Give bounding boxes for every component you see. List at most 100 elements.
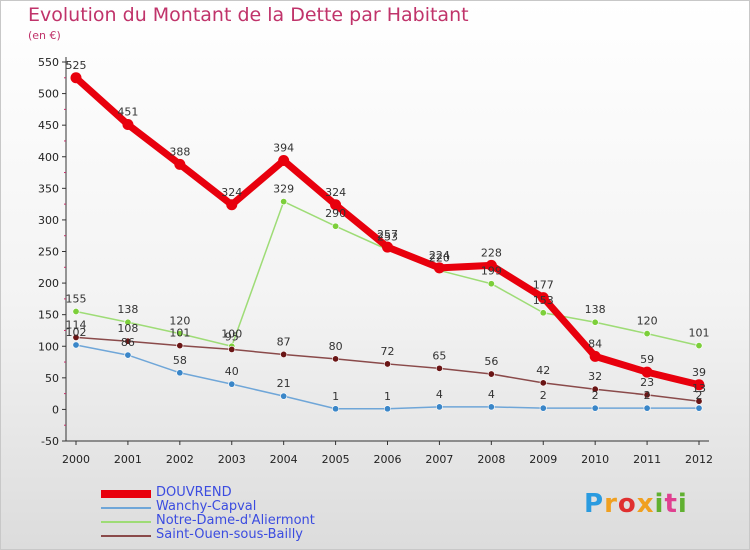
data-point <box>591 385 599 393</box>
data-point <box>278 155 290 167</box>
data-point <box>176 342 184 350</box>
data-point <box>226 199 238 211</box>
data-point <box>70 72 82 84</box>
data-label: 220 <box>429 251 450 264</box>
logo-letter: i <box>654 489 665 519</box>
data-point <box>72 341 80 349</box>
logo-letter: x <box>636 489 655 519</box>
logo-letter: P <box>584 489 605 519</box>
data-label: 451 <box>117 106 138 119</box>
x-tick-label: 2003 <box>218 453 246 466</box>
y-tick-label: -50 <box>41 435 59 448</box>
legend-label: DOUVREND <box>156 485 232 500</box>
legend-label: Notre-Dame-d'Aliermont <box>156 513 315 528</box>
y-tick-label: 350 <box>38 182 59 195</box>
data-label: 23 <box>640 376 654 389</box>
data-point <box>693 379 705 391</box>
data-point <box>124 318 132 326</box>
data-label: 2 <box>696 389 703 402</box>
data-label: 2 <box>592 389 599 402</box>
legend-swatch <box>101 507 151 509</box>
logo-letter: o <box>617 489 637 519</box>
data-point <box>487 403 495 411</box>
data-label: 394 <box>273 142 294 155</box>
data-point <box>485 259 497 271</box>
data-point <box>695 397 703 405</box>
data-point <box>487 370 495 378</box>
data-label: 324 <box>221 186 242 199</box>
data-point <box>122 119 134 131</box>
data-point <box>487 280 495 288</box>
y-tick-label: 300 <box>38 214 59 227</box>
data-point <box>176 330 184 338</box>
data-label: 101 <box>169 327 190 340</box>
legend-swatch <box>101 521 151 523</box>
data-label: 80 <box>329 340 343 353</box>
data-label: 177 <box>533 279 554 292</box>
data-point <box>537 292 549 304</box>
chart-subtitle: (en €) <box>28 29 61 42</box>
y-tick-label: 250 <box>38 246 59 259</box>
data-label: 58 <box>173 354 187 367</box>
data-label: 102 <box>66 326 87 339</box>
chart-title: Evolution du Montant de la Dette par Hab… <box>28 4 469 26</box>
logo-letter: r <box>604 489 618 519</box>
proxiti-logo: Proxiti <box>584 489 688 519</box>
data-label: 138 <box>117 303 138 316</box>
x-tick-label: 2002 <box>166 453 194 466</box>
data-label: 253 <box>377 231 398 244</box>
data-label: 257 <box>377 228 398 241</box>
data-label: 39 <box>692 366 706 379</box>
data-point <box>591 404 599 412</box>
data-label: 100 <box>221 327 242 340</box>
data-point <box>124 351 132 359</box>
data-point <box>280 198 288 206</box>
data-label: 120 <box>637 315 658 328</box>
legend-swatch <box>101 490 151 498</box>
y-tick-label: 550 <box>38 56 59 69</box>
data-label: 65 <box>432 349 446 362</box>
data-point <box>641 366 653 378</box>
data-label: 114 <box>66 318 87 331</box>
data-label: 13 <box>692 382 706 395</box>
data-point <box>589 350 601 362</box>
y-tick-label: 150 <box>38 309 59 322</box>
data-label: 72 <box>381 345 395 358</box>
data-label: 199 <box>481 265 502 278</box>
data-point <box>124 337 132 345</box>
legend-label: Wanchy-Capval <box>156 499 257 514</box>
data-label: 228 <box>481 246 502 259</box>
data-label: 120 <box>169 315 190 328</box>
y-tick-label: 400 <box>38 151 59 164</box>
x-tick-label: 2001 <box>114 453 142 466</box>
data-label: 87 <box>277 335 291 348</box>
data-label: 1 <box>384 390 391 403</box>
data-label: 155 <box>66 293 87 306</box>
y-tick-label: 200 <box>38 277 59 290</box>
data-point <box>382 241 393 253</box>
data-label: 224 <box>429 249 450 262</box>
data-label: 42 <box>536 364 550 377</box>
x-tick-label: 2004 <box>270 453 298 466</box>
data-point <box>72 308 80 316</box>
y-tick-label: 500 <box>38 88 59 101</box>
data-point <box>280 392 288 400</box>
data-point <box>539 309 547 317</box>
data-point <box>435 364 443 372</box>
data-label: 95 <box>225 330 239 343</box>
data-point <box>176 369 184 377</box>
data-point <box>433 262 445 274</box>
y-tick-label: 50 <box>45 372 59 385</box>
legend-swatch <box>101 535 151 537</box>
data-point <box>228 380 236 388</box>
data-label: 84 <box>588 337 602 350</box>
data-label: 86 <box>121 336 135 349</box>
data-point <box>72 333 80 341</box>
data-point <box>643 391 651 399</box>
x-tick-label: 2000 <box>62 453 90 466</box>
y-tick-label: 100 <box>38 340 59 353</box>
data-label: 21 <box>277 377 291 390</box>
y-tick-label: 0 <box>52 403 59 416</box>
x-tick-label: 2007 <box>425 453 453 466</box>
